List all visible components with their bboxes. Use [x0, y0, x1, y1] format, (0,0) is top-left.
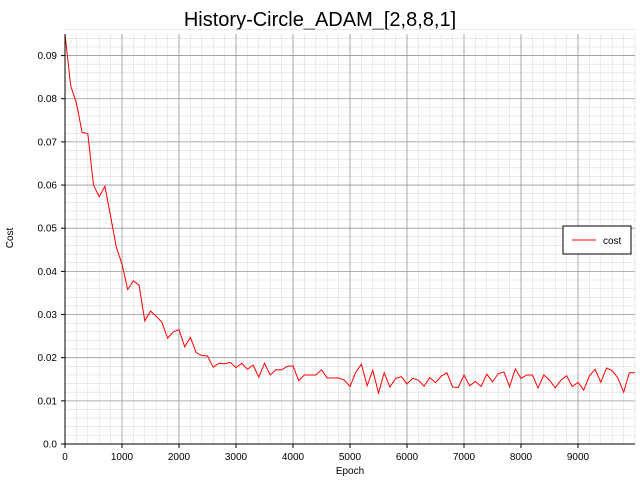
major-grid — [64, 34, 635, 445]
y-tick-label: 0.04 — [38, 267, 58, 278]
x-tick-label: 9000 — [567, 452, 590, 463]
x-tick-label: 4000 — [282, 452, 305, 463]
y-tick-label: 0.0 — [43, 440, 57, 451]
y-tick-label: 0.03 — [38, 310, 58, 321]
y-axis-ticks: 0.0 0.01 0.02 0.03 0.04 0.05 0.06 0.07 0.08 0.09 — [38, 51, 65, 451]
series-layer — [64, 33, 635, 396]
x-tick-label: 3000 — [225, 452, 248, 463]
y-tick-label: 0.06 — [38, 181, 58, 192]
legend-label-cost: cost — [603, 236, 622, 247]
x-tick-label: 6000 — [396, 452, 419, 463]
x-tick-label: 1000 — [111, 452, 134, 463]
series-line-cost — [64, 33, 635, 396]
x-axis-label: Epoch — [336, 466, 364, 477]
y-axis-label: Cost — [5, 227, 16, 248]
x-tick-label: 8000 — [510, 452, 533, 463]
y-tick-label: 0.05 — [38, 224, 58, 235]
y-tick-label: 0.01 — [38, 396, 58, 407]
legend: cost — [562, 225, 632, 255]
y-tick-label: 0.02 — [38, 353, 58, 364]
y-tick-label: 0.08 — [38, 94, 58, 105]
x-tick-label: 2000 — [168, 452, 191, 463]
chart-title: History-Circle_ADAM_[2,8,8,1] — [184, 9, 456, 31]
x-tick-label: 0 — [62, 452, 68, 463]
x-axis-ticks: 0 1000 2000 3000 4000 5000 6000 7000 8000 9000 — [62, 444, 590, 463]
y-tick-label: 0.09 — [38, 51, 58, 62]
x-tick-label: 5000 — [339, 452, 362, 463]
x-tick-label: 7000 — [453, 452, 476, 463]
y-tick-label: 0.07 — [38, 137, 58, 148]
